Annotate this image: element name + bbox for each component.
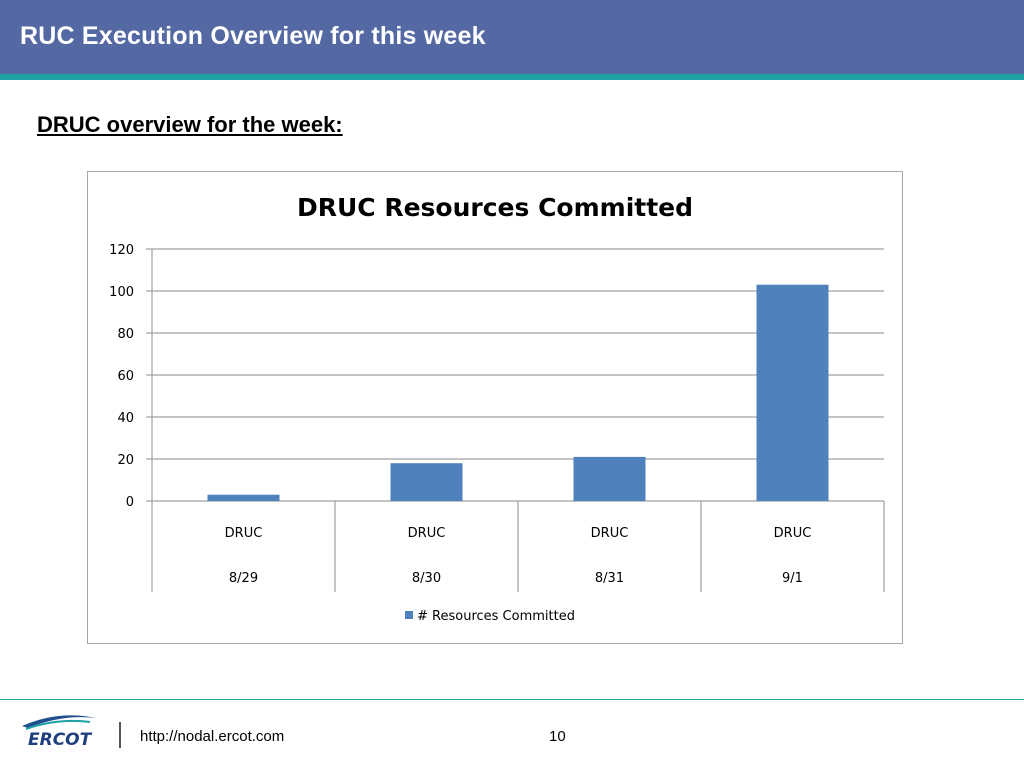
footer-separator: [119, 722, 121, 748]
title-bar-accent-stripe: [0, 74, 1024, 80]
chart-frame: DRUC Resources Committed 0 20 40 60 80 100 120 D…: [87, 171, 903, 644]
legend-label: # Resources Committed: [417, 609, 575, 624]
bar: [207, 494, 280, 501]
bar-chart: DRUC Resources Committed 0 20 40 60 80 100 120 D…: [109, 193, 885, 624]
x-category-date-label: 8/29: [229, 571, 258, 586]
y-tick-label: 0: [126, 495, 134, 510]
bar: [756, 284, 829, 501]
x-category-date-label: 8/30: [412, 571, 441, 586]
y-tick-label: 60: [117, 369, 134, 384]
section-heading: DRUC overview for the week:: [37, 112, 343, 137]
page-number: 10: [549, 728, 566, 745]
x-category-label: DRUC: [225, 526, 263, 541]
y-tick-label: 120: [109, 243, 134, 258]
x-category-label: DRUC: [408, 526, 446, 541]
title-bar: [0, 0, 1024, 74]
legend-swatch: [405, 611, 413, 619]
x-category-date-label: 9/1: [782, 571, 803, 586]
x-category-label: DRUC: [774, 526, 812, 541]
y-tick-label: 40: [117, 411, 134, 426]
y-tick-label: 80: [117, 327, 134, 342]
chart-title: DRUC Resources Committed: [297, 193, 693, 222]
y-tick-label: 20: [117, 453, 134, 468]
bar: [390, 463, 463, 501]
slide-title: RUC Execution Overview for this week: [20, 22, 486, 50]
y-tick-label: 100: [109, 285, 134, 300]
x-category-label: DRUC: [591, 526, 629, 541]
ercot-logo: ERCOT: [22, 715, 96, 748]
bar: [573, 456, 646, 501]
logo-text: ERCOT: [28, 730, 93, 748]
footer-divider: [0, 699, 1024, 700]
x-category-date-label: 8/31: [595, 571, 624, 586]
footer-url: http://nodal.ercot.com: [140, 728, 285, 745]
